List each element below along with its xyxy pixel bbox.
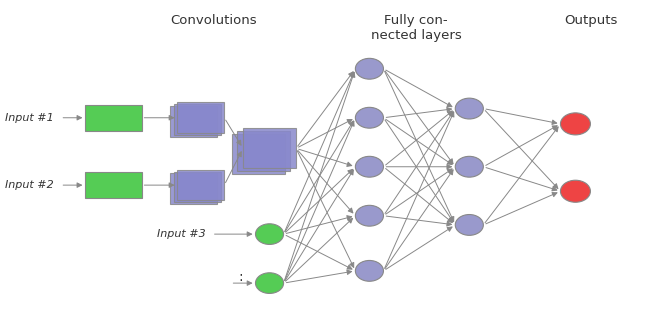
Ellipse shape: [355, 205, 384, 226]
Ellipse shape: [455, 156, 484, 177]
FancyBboxPatch shape: [243, 129, 296, 168]
Text: Input #1: Input #1: [5, 113, 54, 123]
FancyBboxPatch shape: [174, 104, 220, 135]
FancyBboxPatch shape: [174, 171, 220, 202]
FancyBboxPatch shape: [86, 105, 141, 131]
FancyBboxPatch shape: [178, 170, 224, 201]
Ellipse shape: [455, 98, 484, 119]
Text: Input #2: Input #2: [5, 180, 54, 190]
FancyBboxPatch shape: [232, 134, 285, 174]
Text: Fully con-
nected layers: Fully con- nected layers: [371, 14, 462, 42]
Ellipse shape: [355, 260, 384, 281]
Ellipse shape: [355, 156, 384, 177]
FancyBboxPatch shape: [170, 173, 216, 204]
Ellipse shape: [561, 180, 590, 202]
FancyBboxPatch shape: [178, 103, 224, 133]
FancyBboxPatch shape: [238, 131, 290, 171]
Text: Input #3: Input #3: [157, 229, 205, 239]
Ellipse shape: [561, 113, 590, 135]
Ellipse shape: [355, 107, 384, 128]
Ellipse shape: [355, 58, 384, 79]
Ellipse shape: [455, 214, 484, 235]
Ellipse shape: [255, 273, 284, 294]
FancyBboxPatch shape: [86, 172, 141, 198]
Ellipse shape: [255, 224, 284, 244]
Text: Convolutions: Convolutions: [170, 14, 257, 27]
Text: :: :: [238, 270, 243, 284]
Text: Outputs: Outputs: [565, 14, 618, 27]
FancyBboxPatch shape: [170, 106, 216, 137]
